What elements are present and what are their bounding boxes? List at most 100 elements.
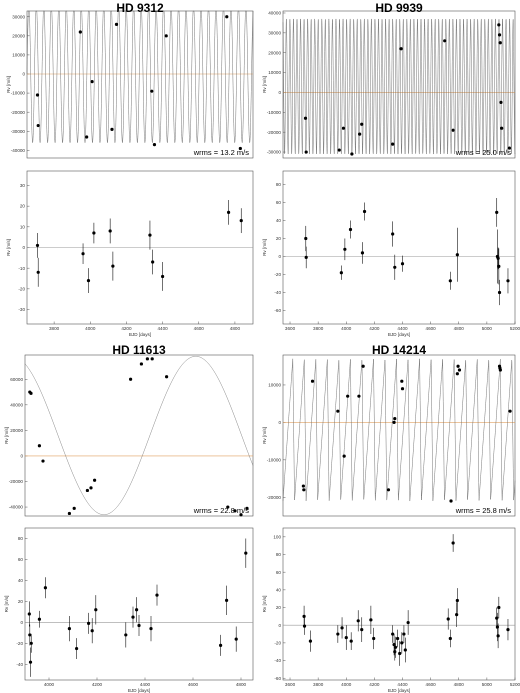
x-tick-label: 5000	[482, 326, 493, 331]
panel-title: HD 11613	[112, 343, 166, 357]
data-point	[111, 264, 115, 268]
y-tick-label: -60	[274, 308, 281, 313]
data-point	[304, 236, 308, 241]
y-tick-label: 10000	[12, 53, 25, 58]
panel-hd14214-residuals: -60 -40 -20 0 20 40 60 80 100 3600 3800 4000 4200 440…	[262, 527, 520, 693]
data-point	[151, 260, 155, 264]
y-tick-label: -20	[18, 286, 25, 291]
x-tick-label: 4800	[236, 682, 247, 687]
data-point	[110, 127, 114, 131]
data-point	[225, 598, 229, 602]
data-point	[245, 506, 249, 510]
data-point	[336, 632, 340, 636]
data-point	[29, 391, 33, 395]
data-point	[302, 624, 307, 628]
y-tick-label: 10000	[268, 70, 281, 75]
y-tick-label: 10000	[268, 383, 281, 388]
data-point	[342, 454, 346, 458]
data-point	[400, 379, 404, 383]
y-tick-label: -40000	[11, 148, 26, 153]
y-axis-label: Rv [m/s]	[6, 239, 11, 256]
data-point	[139, 362, 143, 366]
plot-frame	[24, 354, 254, 517]
y-tick-label: -30	[18, 307, 25, 312]
data-point	[360, 628, 364, 632]
data-point	[155, 593, 159, 597]
data-point	[36, 270, 40, 274]
y-tick-label: 0	[20, 620, 23, 625]
y-tick-label: -30000	[267, 150, 282, 155]
y-tick-label: 40	[18, 578, 24, 583]
data-point	[497, 605, 501, 610]
panel-hd11613-residuals: -40 -20 0 20 40 60 80 4000 4200 4400 4600 4800 Rv [m…	[4, 527, 254, 693]
data-point	[226, 210, 231, 214]
data-point	[152, 143, 157, 147]
x-tick-label: 4800	[454, 682, 465, 687]
data-point	[90, 629, 94, 633]
data-point	[86, 278, 91, 283]
data-point	[451, 541, 455, 545]
y-tick-label: -40	[16, 662, 23, 667]
data-point	[92, 231, 96, 235]
data-point	[398, 651, 402, 656]
data-point	[37, 444, 42, 448]
data-point	[35, 243, 40, 248]
data-point	[343, 247, 347, 251]
data-point	[165, 375, 169, 379]
y-tick-label: -20000	[11, 110, 26, 115]
data-point	[43, 586, 48, 590]
data-point	[340, 626, 344, 630]
y-tick-label: -20	[274, 640, 281, 645]
y-tick-label: 40000	[268, 11, 281, 16]
x-tick-label: 4600	[426, 682, 437, 687]
data-point	[496, 634, 500, 638]
data-point	[129, 377, 133, 381]
y-tick-label: 0	[278, 90, 281, 95]
x-tick-label: 4400	[157, 326, 168, 331]
data-point	[93, 478, 97, 482]
y-tick-label: 20	[276, 236, 282, 241]
y-tick-label: 60000	[10, 377, 23, 382]
y-tick-label: 60	[18, 557, 24, 562]
wrms-annotation: wrms = 25.0 m/s	[455, 148, 511, 157]
y-tick-label: 20	[18, 599, 24, 604]
panel-hd11613-fit: HD 11613 -40000 -20000 0 20000 40000 60000 Rv […	[4, 343, 254, 517]
data-point	[85, 488, 89, 493]
data-point	[304, 255, 308, 259]
panel-title: HD 9312	[116, 1, 164, 15]
y-axis-label: Rv [m/s]	[262, 596, 267, 613]
data-point	[508, 409, 512, 413]
wrms-annotation: wrms = 22.8 m/s	[193, 506, 249, 515]
x-tick-label: 4200	[92, 682, 103, 687]
x-axis-label: BJD [days]	[388, 332, 410, 337]
data-point	[499, 100, 503, 104]
data-point	[87, 621, 91, 625]
y-tick-label: -30000	[11, 129, 26, 134]
data-point	[402, 632, 406, 636]
data-point	[225, 15, 229, 19]
data-point	[27, 612, 31, 616]
model-curve	[282, 18, 516, 155]
data-point	[456, 364, 460, 368]
data-point	[391, 142, 395, 146]
y-tick-label: -10000	[267, 110, 282, 115]
data-point	[393, 650, 397, 654]
data-point	[358, 132, 362, 136]
data-point	[150, 89, 154, 93]
model-curve	[26, 10, 254, 144]
data-point	[448, 279, 452, 283]
data-point	[506, 628, 510, 632]
x-tick-label: 5200	[510, 682, 520, 687]
data-point	[75, 646, 79, 651]
y-tick-label: 0	[22, 72, 25, 77]
y-axis-label: Rv [m/s]	[6, 76, 11, 93]
data-point	[124, 633, 128, 637]
data-point	[29, 641, 33, 645]
data-point	[90, 80, 94, 84]
y-tick-label: 30	[20, 183, 26, 188]
y-tick-label: 0	[278, 623, 281, 628]
panel-hd9312-residuals: -30 -20 -10 0 10 20 30 3800 4000 4200 4400 4600 4800…	[6, 170, 254, 337]
y-tick-label: -10000	[11, 91, 26, 96]
x-tick-label: 4200	[369, 326, 380, 331]
